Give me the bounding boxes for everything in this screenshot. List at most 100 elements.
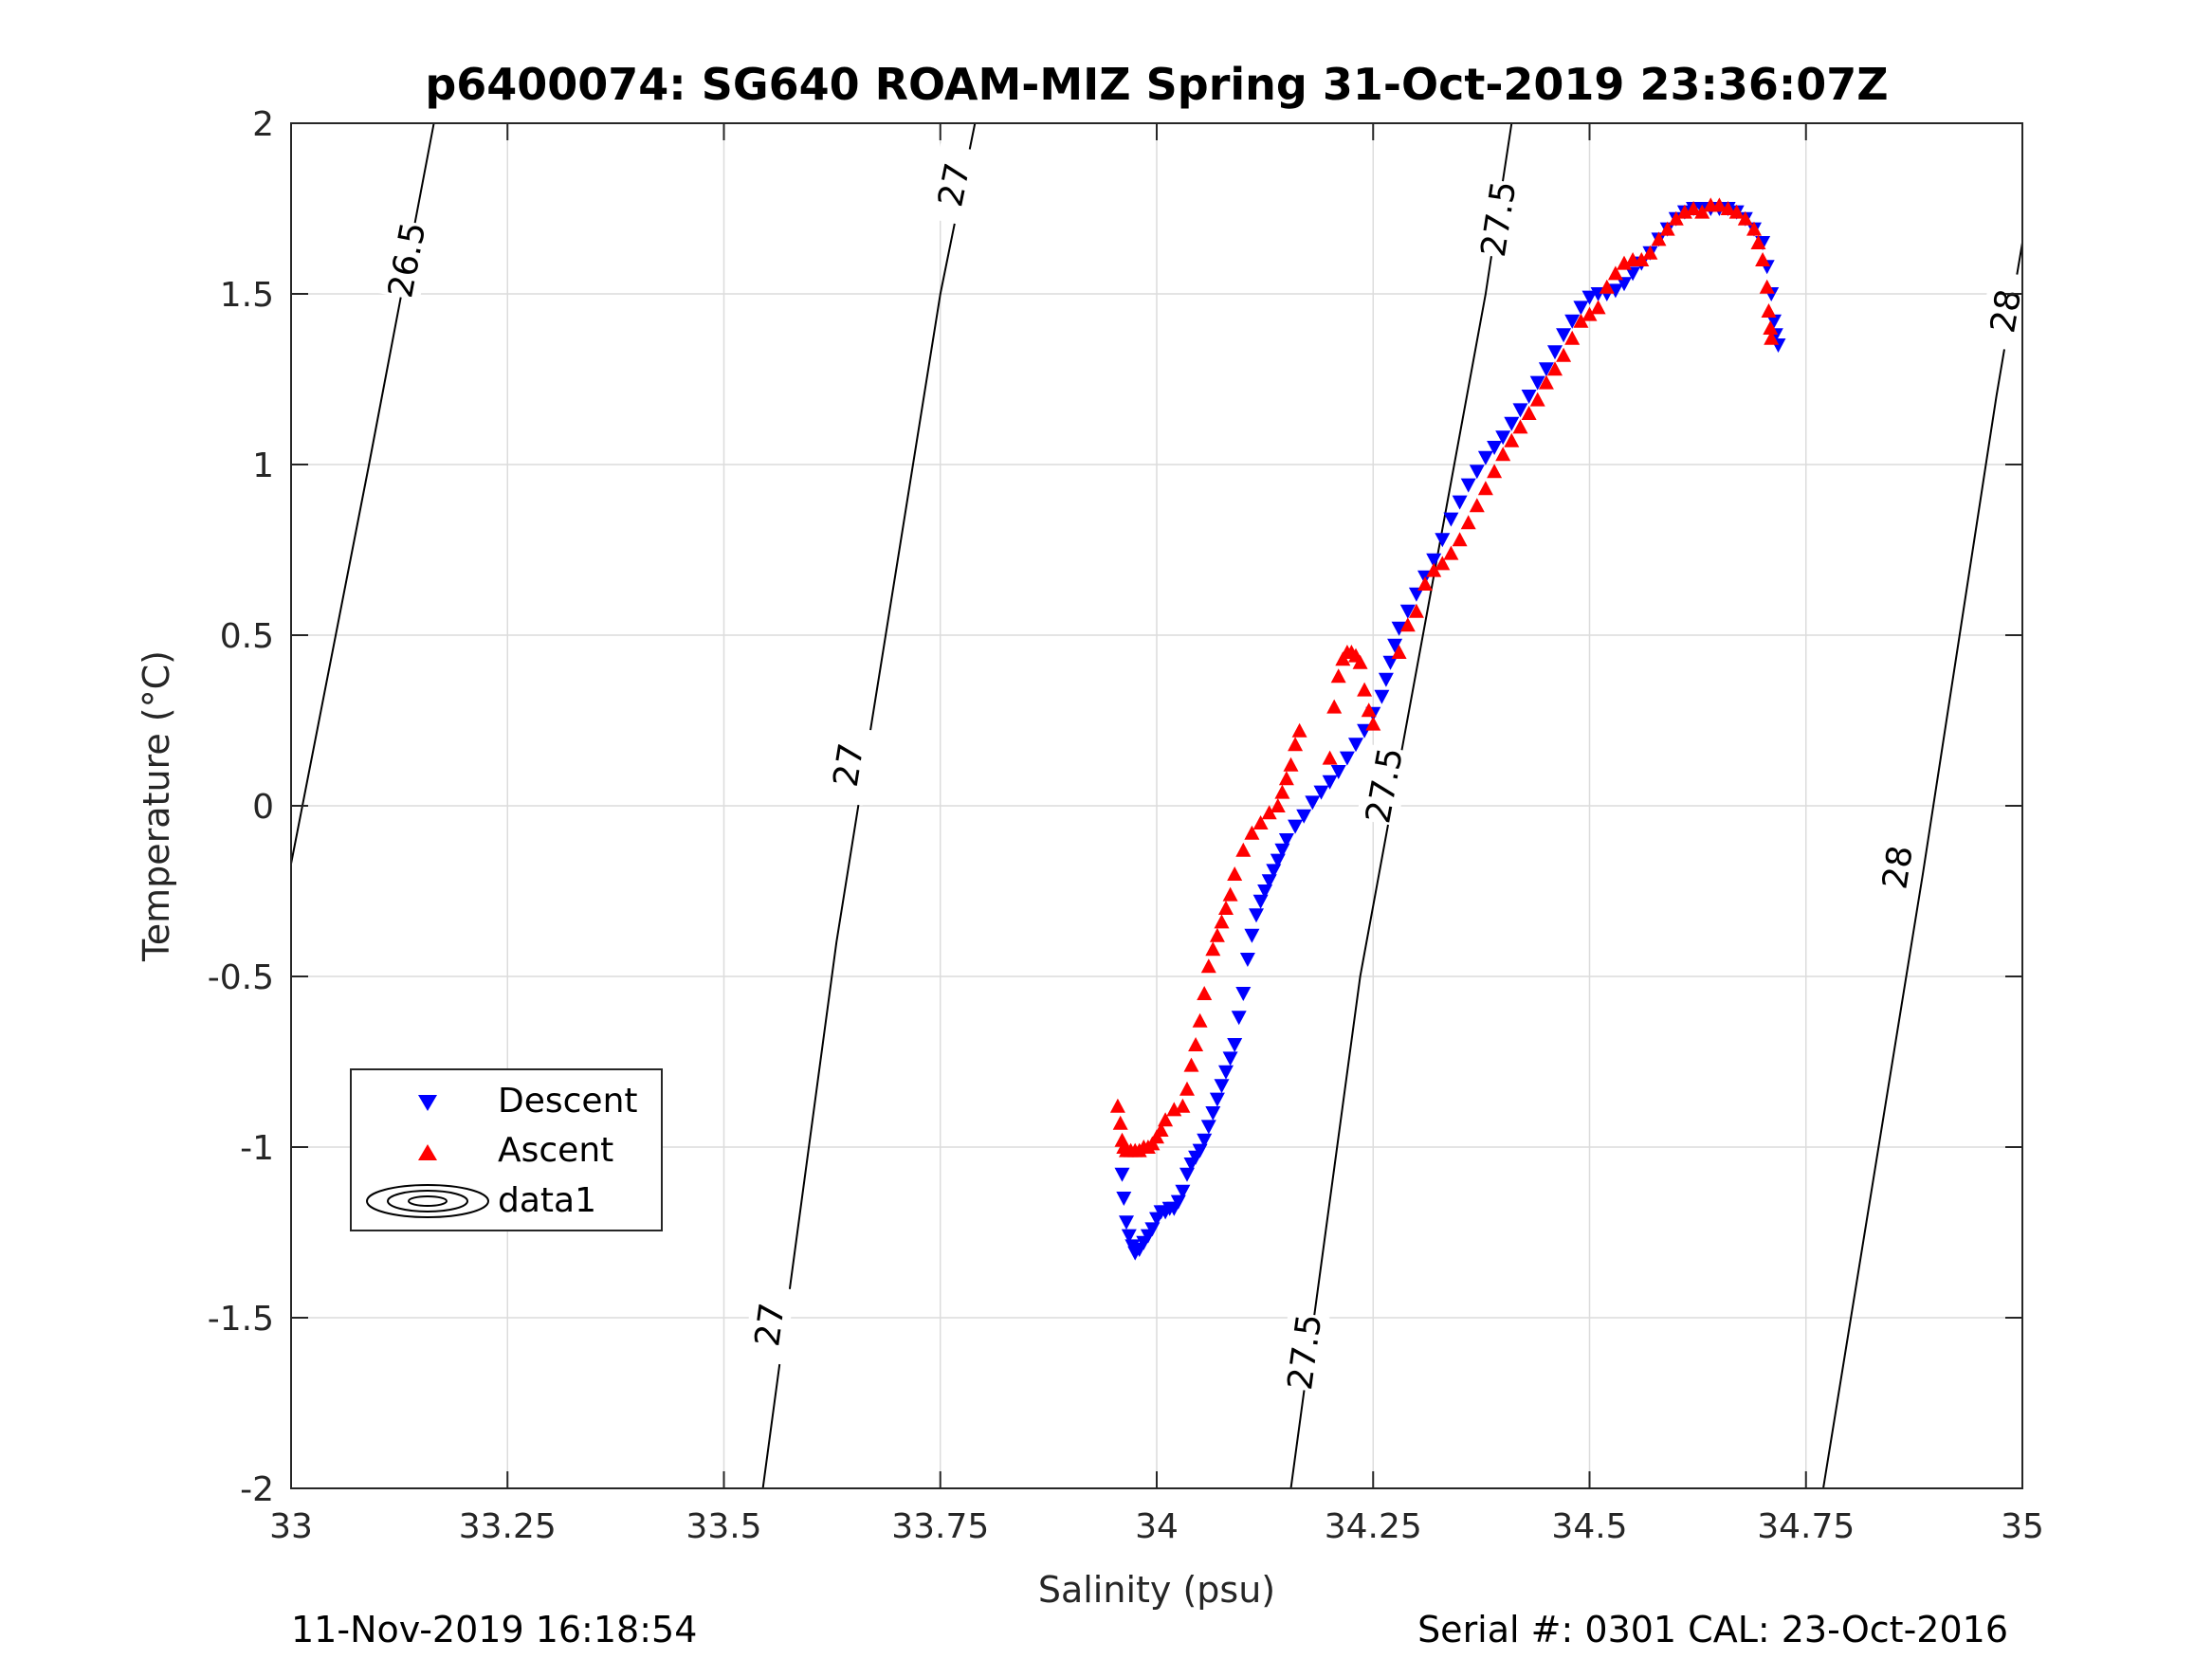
ascent-point <box>1399 617 1416 632</box>
ascent-point <box>1487 464 1503 479</box>
ascent-point <box>1711 197 1728 212</box>
y-tick-label: 1 <box>252 447 274 485</box>
descent-point <box>1378 672 1394 687</box>
ascent-point <box>1504 432 1520 447</box>
ascent-point <box>1426 562 1442 577</box>
ascent-point <box>1668 210 1684 226</box>
x-axis-label: Salinity (psu) <box>1038 1569 1275 1611</box>
descent-point <box>1564 314 1581 329</box>
ascent-point <box>1158 1112 1174 1127</box>
ascent-point <box>1737 210 1753 226</box>
ascent-point <box>1529 392 1545 407</box>
descent-point <box>1374 689 1390 704</box>
descent-point <box>1114 1167 1130 1182</box>
x-tick-label: 33.75 <box>891 1507 989 1546</box>
series-ascent <box>1109 197 1780 1158</box>
y-tick-label: -0.5 <box>208 958 274 997</box>
descent-point <box>1257 884 1273 899</box>
descent-point <box>1399 604 1416 619</box>
grid-lines <box>291 123 2022 1488</box>
descent-point <box>1460 478 1476 493</box>
descent-point <box>1529 375 1545 391</box>
descent-point <box>1512 403 1528 418</box>
descent-point <box>1288 819 1304 834</box>
descent-point <box>1547 345 1563 360</box>
descent-point <box>1573 301 1589 316</box>
ascent-point <box>1417 576 1433 591</box>
contour-label-group: 27 <box>742 1284 795 1365</box>
ascent-point <box>1761 303 1777 318</box>
descent-point <box>1408 587 1424 602</box>
x-tick-label: 33.5 <box>686 1507 761 1546</box>
ascent-point <box>1278 771 1294 786</box>
legend-descent-label: Descent <box>498 1082 638 1121</box>
ascent-point <box>1686 201 1702 215</box>
x-tick-label: 34.5 <box>1551 1507 1627 1546</box>
data-points <box>1109 197 1786 1261</box>
y-tick-label: 1.5 <box>220 276 274 315</box>
ascent-point <box>1495 447 1511 462</box>
ascent-point <box>1244 825 1260 840</box>
descent-point <box>1313 785 1329 800</box>
descent-point <box>1227 1038 1243 1052</box>
ascent-point <box>1270 798 1286 812</box>
descent-point <box>1249 908 1264 923</box>
ascent-point <box>1634 252 1650 266</box>
y-tick-label: 2 <box>252 105 274 144</box>
x-tick-label: 34.25 <box>1325 1507 1422 1546</box>
contour-label-group: 27.5 <box>1356 744 1411 827</box>
descent-point <box>1261 874 1277 889</box>
descent-point <box>1477 450 1493 465</box>
ascent-point <box>1512 419 1528 434</box>
descent-point <box>1426 553 1442 568</box>
ascent-point <box>1590 300 1606 315</box>
chart-title: p6400074: SG640 ROAM-MIZ Spring 31-Oct-2… <box>425 59 1888 110</box>
ascent-point <box>1764 330 1780 345</box>
descent-point <box>1175 1184 1191 1199</box>
descent-point <box>1625 266 1641 282</box>
descent-point <box>1200 1120 1216 1135</box>
descent-point <box>1119 1215 1134 1231</box>
ascent-point <box>1109 1098 1125 1113</box>
descent-point <box>1218 1065 1234 1080</box>
descent-point <box>1239 953 1255 967</box>
ascent-point <box>1659 221 1675 236</box>
descent-point <box>1322 775 1338 790</box>
ascent-point <box>1452 532 1468 547</box>
footer-serial-cal: Serial #: 0301 CAL: 23-Oct-2016 <box>1417 1609 2008 1650</box>
descent-point <box>1235 987 1252 1001</box>
contour-label-group: 27 <box>924 143 981 227</box>
descent-point <box>1296 809 1312 824</box>
ascent-point <box>1114 1132 1130 1147</box>
ascent-point <box>1460 515 1476 530</box>
ascent-point <box>1599 279 1615 294</box>
ascent-point <box>1755 252 1771 266</box>
descent-point <box>1443 512 1459 527</box>
contour-label-bg <box>1278 1311 1330 1393</box>
ascent-point <box>1573 313 1589 328</box>
descent-point <box>1214 1079 1230 1094</box>
ascent-point <box>1214 914 1230 929</box>
contour-label-bg <box>742 1284 795 1365</box>
ascent-point <box>1607 265 1623 281</box>
ascent-point <box>1408 603 1424 618</box>
descent-point <box>1487 441 1503 455</box>
ascent-point <box>1521 406 1537 420</box>
descent-point <box>1382 655 1398 670</box>
descent-point <box>1170 1194 1186 1210</box>
ascent-point <box>1651 231 1667 246</box>
ascent-point <box>1175 1098 1191 1113</box>
ascent-point <box>1435 556 1451 571</box>
contour-label-bg <box>1471 177 1525 260</box>
descent-point <box>1581 290 1598 305</box>
contour-label-bg <box>1978 269 2033 353</box>
y-tick-label: -1.5 <box>208 1300 274 1339</box>
ascent-point <box>1322 750 1338 765</box>
ascent-point <box>1205 941 1221 957</box>
descent-point <box>1274 843 1290 858</box>
legend-contour-icon <box>366 1184 489 1218</box>
legend-box <box>350 1068 663 1231</box>
y-tick-label: 0 <box>252 788 274 827</box>
descent-point <box>1607 283 1623 299</box>
ascent-point <box>1218 901 1234 915</box>
